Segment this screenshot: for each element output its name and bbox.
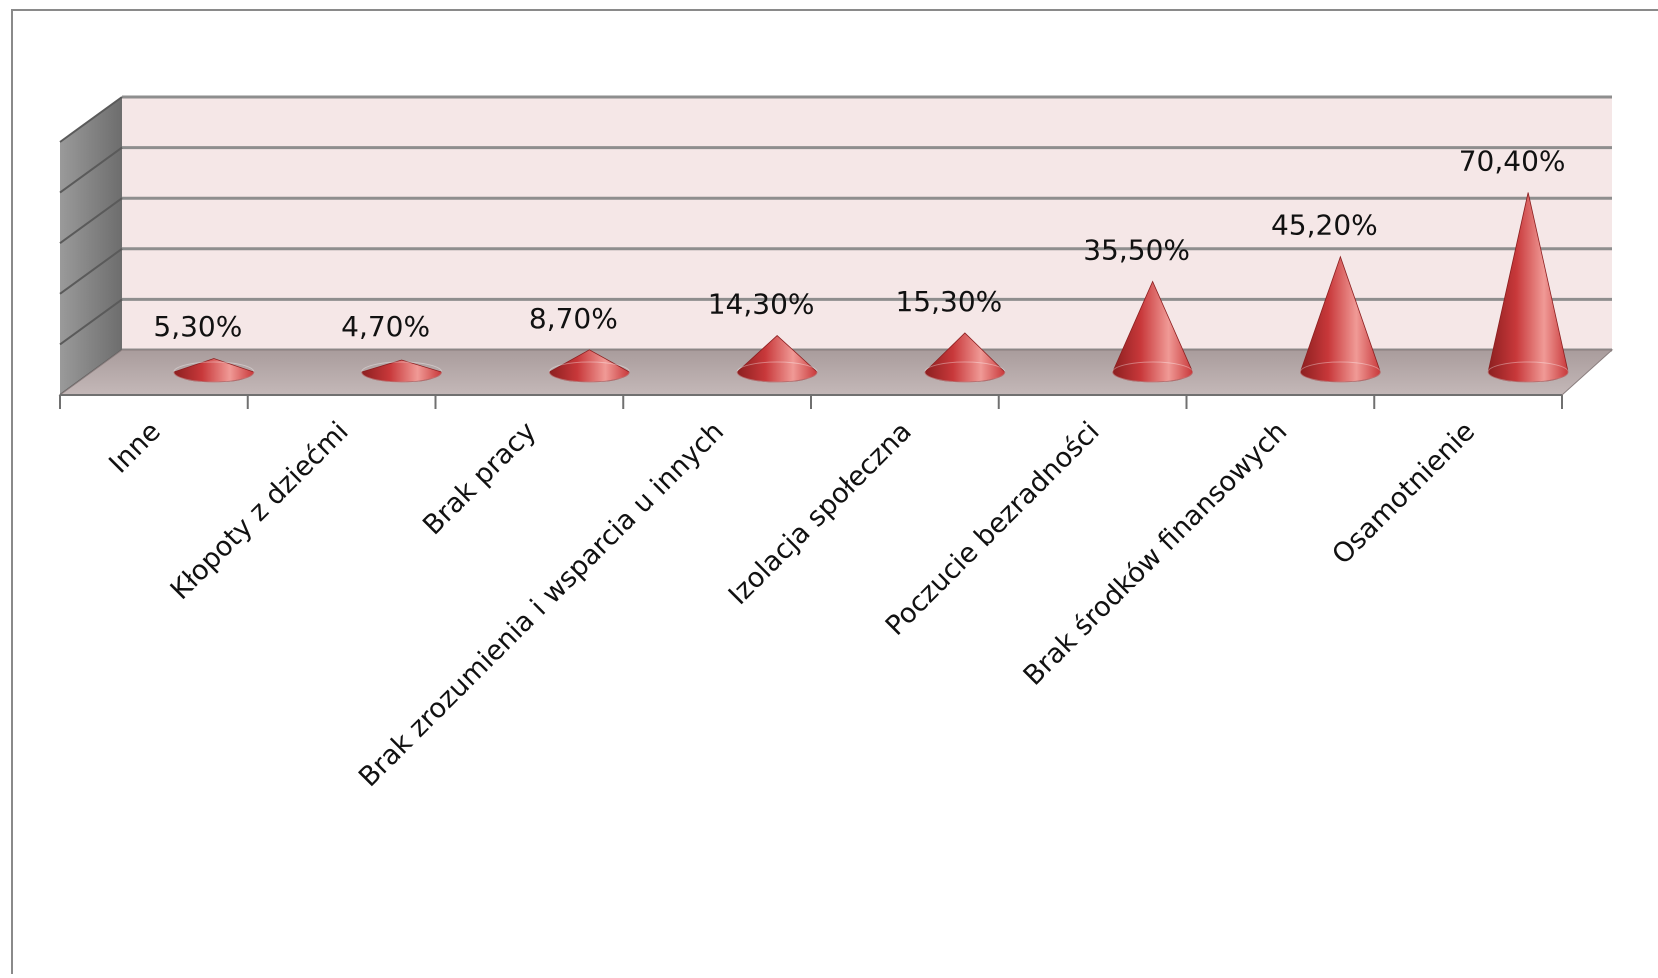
cone-bar	[1299, 255, 1381, 383]
cone-base	[1112, 361, 1194, 383]
cone-bar	[1112, 280, 1194, 383]
category-label: Poczucie bezradności	[880, 416, 1106, 642]
back-wall	[122, 97, 1612, 350]
data-label: 4,70%	[341, 310, 430, 343]
category-label: Brak zrozumienia i wsparcia u innych	[353, 416, 730, 793]
gridline-side	[59, 146, 123, 194]
cone-bar	[924, 332, 1006, 383]
cone-bar	[361, 359, 443, 383]
gridline-side	[59, 197, 123, 245]
gridline-side	[59, 96, 123, 143]
cone-base	[361, 361, 443, 383]
cone-body	[1112, 280, 1194, 383]
cone-body	[1299, 255, 1381, 383]
category-label: Osamotnienie	[1326, 416, 1481, 571]
cone-bar	[736, 334, 818, 383]
category-label: Izolacja społeczna	[723, 416, 918, 611]
category-label: Brak pracy	[417, 416, 542, 541]
cone-base	[1299, 361, 1381, 383]
data-label: 70,40%	[1459, 144, 1566, 177]
data-label: 45,20%	[1271, 209, 1378, 242]
cone-bar	[548, 349, 630, 383]
data-label: 14,30%	[708, 288, 815, 321]
cone-body	[1487, 192, 1569, 383]
gridline-side	[59, 298, 123, 346]
category-label: Kłopoty z dziećmi	[165, 416, 355, 606]
cone-base	[924, 361, 1006, 383]
side-wall	[60, 97, 122, 395]
gridline-side	[59, 247, 123, 295]
cone-base	[173, 361, 255, 383]
data-label: 5,30%	[153, 310, 242, 343]
cone-base	[736, 361, 818, 383]
cone-body	[361, 359, 443, 383]
data-label: 35,50%	[1083, 233, 1190, 266]
data-label: 8,70%	[529, 302, 618, 335]
data-label: 15,30%	[895, 285, 1002, 318]
cone-base	[1487, 361, 1569, 383]
cone-body	[736, 334, 818, 383]
category-label: Inne	[103, 416, 167, 480]
cone-body	[924, 332, 1006, 383]
chart-frame	[11, 9, 1658, 978]
cone-body	[173, 358, 255, 383]
cone-body	[548, 349, 630, 383]
cone-bar	[173, 358, 255, 383]
cone-base	[548, 361, 630, 383]
cone-bar	[1487, 192, 1569, 383]
